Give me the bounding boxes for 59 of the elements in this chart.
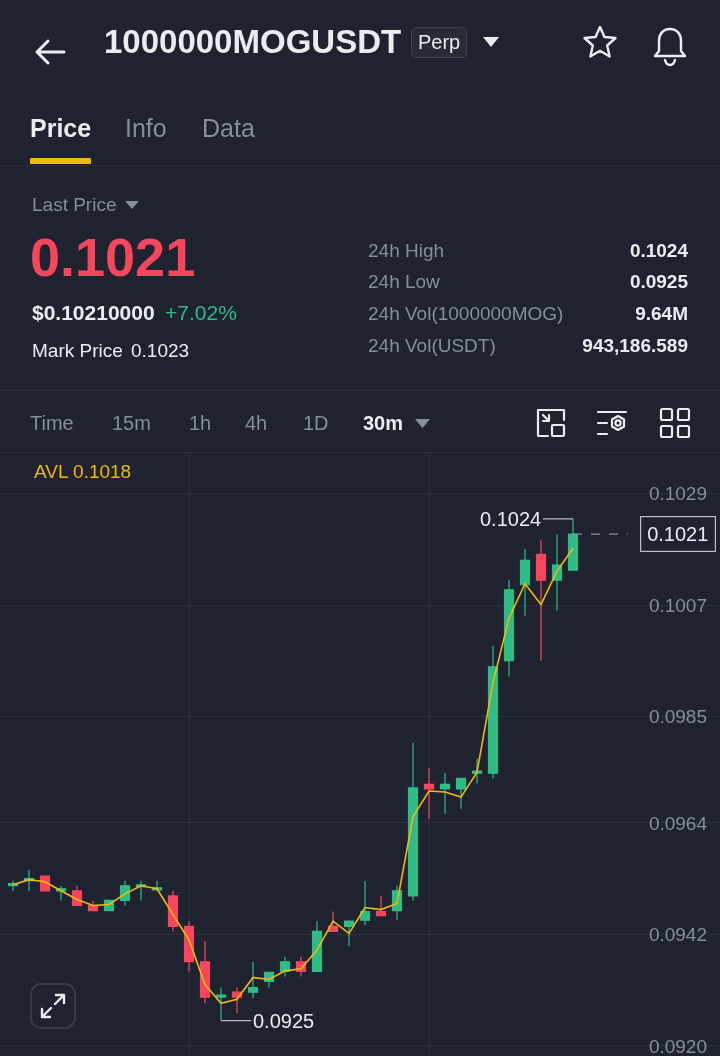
text: Mark Price (32, 340, 123, 362)
y-tick-label: 0.1029 (648, 483, 707, 505)
candlestick (423, 767, 435, 820)
text: 0.1021 (30, 226, 196, 289)
candlestick (119, 880, 131, 907)
candlestick (455, 777, 467, 810)
text: 9.64M (635, 303, 688, 325)
text: Perp (411, 26, 468, 58)
candlestick (519, 548, 531, 617)
ref-line-label: 0.1021 (647, 523, 709, 546)
chart-title: 1000000MOGUSDT (104, 23, 402, 61)
candlestick (439, 772, 451, 815)
text: Data (202, 113, 255, 143)
candlestick (487, 645, 499, 779)
y-tick-label: 0.0985 (648, 706, 707, 728)
text: 4h (245, 411, 268, 435)
candlestick (567, 518, 579, 571)
candlestick (167, 890, 179, 932)
candlestick (231, 986, 243, 1014)
text: 1D (303, 411, 329, 435)
candlestick (359, 880, 371, 926)
text: 0.1024 (629, 240, 688, 262)
text: Time (30, 411, 74, 435)
y-tick-label: 0.1007 (648, 594, 707, 616)
candlestick (407, 742, 419, 902)
annotation: 0.1024 (480, 508, 542, 530)
text: 24h High (368, 240, 445, 262)
text: AVL 0.1018 (34, 461, 132, 482)
text: Info (125, 113, 167, 143)
candlestick (343, 920, 355, 947)
candlestick (55, 885, 67, 902)
text: 0.0925 (629, 271, 688, 293)
text: Last Price (32, 194, 117, 216)
candlestick (199, 940, 211, 1004)
text: 15m (112, 411, 151, 435)
y-tick-label: 0.0942 (648, 924, 707, 946)
y-tick-label: 0.0920 (648, 1035, 707, 1056)
candlestick (215, 986, 227, 1022)
candlestick (503, 579, 515, 678)
candlestick (375, 895, 387, 917)
candlestick (311, 920, 323, 972)
text: 24h Low (368, 271, 440, 293)
text: 24h Vol(1000000MOG) (368, 303, 564, 325)
candlestick (279, 956, 291, 978)
text: 943,186.589 (582, 335, 688, 357)
candlestick (535, 539, 547, 662)
text: 30m (363, 411, 404, 435)
candlestick (247, 961, 259, 999)
text: 1h (189, 411, 212, 435)
line-series (12, 547, 574, 1005)
candlestick (327, 910, 339, 932)
text: Price (30, 113, 92, 143)
text: $0.10210000 (32, 301, 155, 326)
text: 24h Vol(USDT) (368, 335, 496, 357)
text: 0.1023 (131, 340, 190, 362)
text: +7.02% (165, 301, 237, 326)
candlestick (71, 885, 83, 907)
y-tick-label: 0.0964 (648, 812, 708, 834)
annotation: 0.0925 (253, 1010, 315, 1032)
